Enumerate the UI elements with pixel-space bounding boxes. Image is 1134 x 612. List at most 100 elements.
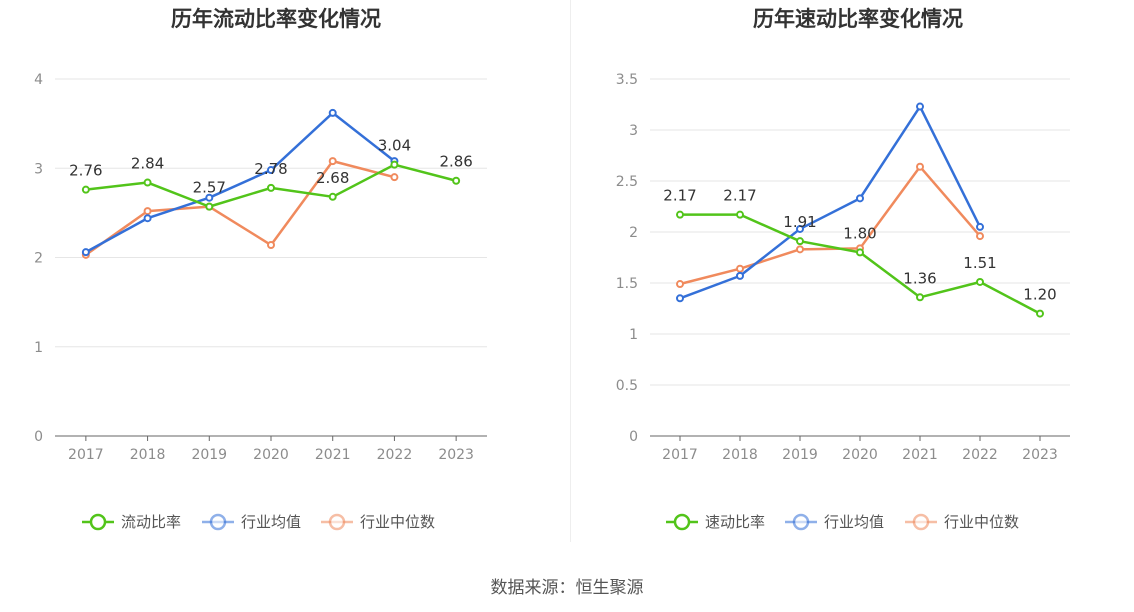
data-point [976,277,984,286]
legend-item-1: 速动比率 [666,513,765,531]
data-point [143,178,152,187]
legend-item-1: 流动比率 [82,513,181,531]
data-point [143,207,152,216]
data-point [796,245,804,254]
source-note: 数据来源：恒生聚源 [490,578,644,598]
data-point [390,160,399,169]
data-point [676,280,684,289]
y-tick-label: 3 [629,123,638,139]
legend-marker [328,513,346,531]
y-tick-label: 2.5 [616,174,638,190]
data-point [143,214,152,223]
legend-marker [912,513,930,531]
data-label: 1.36 [903,269,936,287]
legend-marker [673,513,691,531]
y-tick-label: 0.5 [616,378,638,394]
series-line-3 [679,165,981,286]
data-point [328,157,337,166]
y-tick-label: 1 [34,340,43,356]
data-label: 2.17 [663,187,696,205]
x-tick-label: 2021 [315,447,351,463]
data-point [267,166,275,175]
x-tick-label: 2020 [842,447,878,463]
y-tick-label: 3 [34,161,43,177]
data-point [328,108,337,117]
data-point [205,202,214,211]
legend-marker [89,513,107,531]
legend-label: 流动比率 [121,513,181,531]
data-point [976,232,984,241]
y-tick-label: 1 [629,327,638,343]
x-tick-label: 2022 [377,447,413,463]
series-line-2 [679,105,982,300]
series-line-2 [85,111,396,254]
legend-label: 行业均值 [241,513,301,531]
data-point [916,162,924,171]
legend-label: 行业中位数 [360,513,435,531]
y-tick-label: 0 [34,429,43,445]
y-tick-label: 2 [629,225,638,241]
chart-title: 历年速动比率变化情况 [753,7,963,31]
data-label: 2.17 [723,187,756,205]
chart-title: 历年流动比率变化情况 [171,7,381,31]
legend-item-3: 行业中位数 [905,513,1019,531]
data-label: 2.78 [254,160,287,178]
legend-marker [792,513,810,531]
x-tick-label: 2019 [191,447,227,463]
data-label: 2.76 [69,162,102,180]
x-tick-label: 2017 [68,447,104,463]
data-point [205,193,214,202]
data-label: 1.80 [843,224,876,242]
data-label: 1.51 [963,254,996,272]
y-tick-label: 1.5 [616,276,638,292]
chart-panel-2: 历年速动比率变化情况 0 0.5 1 1.5 2 2.5 3 3.5 2017 2018 2019 20… [616,7,1070,531]
data-point [736,271,744,280]
data-point [916,293,924,302]
x-tick-label: 2020 [253,447,289,463]
data-point [796,224,804,233]
x-tick-label: 2021 [902,447,938,463]
x-tick-label: 2018 [130,447,166,463]
y-tick-label: 3.5 [616,72,638,88]
legend-item-3: 行业中位数 [321,513,435,531]
legend-item-2: 行业均值 [202,513,301,531]
data-point [1036,309,1044,318]
data-point [267,183,275,192]
data-label: 2.68 [316,169,349,187]
legend-label: 速动比率 [705,513,765,531]
y-tick-label: 2 [34,251,43,267]
series-line-3 [85,159,395,256]
panel-divider [570,0,571,542]
x-tick-label: 2023 [1022,447,1058,463]
data-label: 1.20 [1023,286,1056,304]
data-point [81,248,90,257]
data-point [676,294,684,303]
data-label: 2.86 [439,153,472,171]
data-point [856,248,864,257]
x-tick-label: 2022 [962,447,998,463]
data-label: 1.91 [783,213,816,231]
legend-marker [209,513,227,531]
legend-item-2: 行业均值 [785,513,884,531]
data-point [81,185,90,194]
data-label: 2.57 [193,179,226,197]
x-tick-label: 2023 [438,447,474,463]
data-point [856,194,864,203]
data-point [796,237,804,246]
data-point [676,210,684,219]
y-tick-label: 4 [34,72,43,88]
data-point [736,264,744,273]
data-point [452,176,461,185]
data-point [390,173,399,182]
y-tick-label: 0 [629,429,638,445]
legend-label: 行业均值 [824,513,884,531]
data-point [267,241,275,250]
data-label: 3.04 [378,137,411,155]
x-tick-label: 2018 [722,447,758,463]
x-tick-label: 2019 [782,447,818,463]
data-point [916,102,924,111]
chart-panel-1: 历年流动比率变化情况 0 1 2 3 4 2017 2018 2019 2020 2021 2022 2… [34,7,487,531]
data-point [328,192,337,201]
data-point [976,222,984,231]
